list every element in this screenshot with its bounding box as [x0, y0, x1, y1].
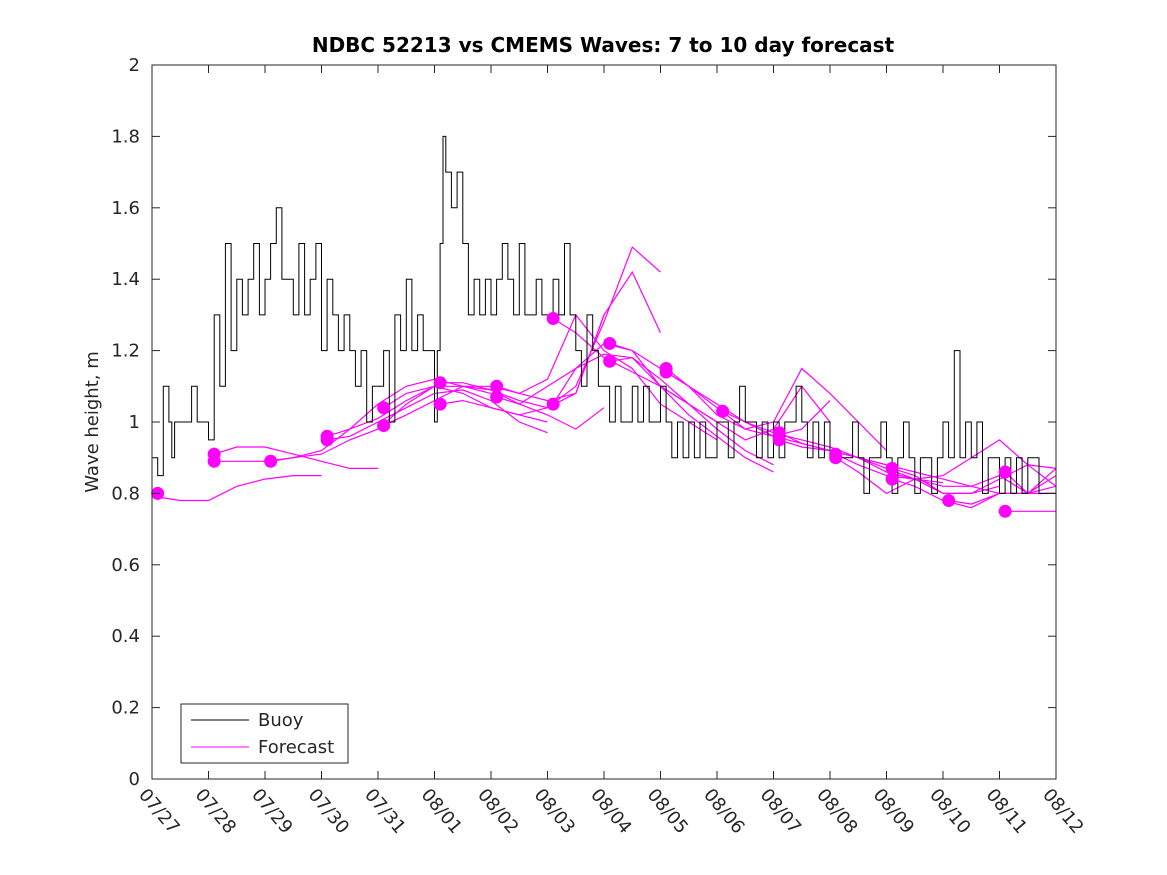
- y-tick-label: 0.6: [111, 555, 140, 576]
- buoy-series-group: [152, 135, 1056, 494]
- forecast-point: [603, 354, 617, 368]
- forecast-point: [603, 336, 617, 350]
- forecast-point: [659, 365, 673, 379]
- forecast-line: [609, 342, 831, 437]
- forecast-point: [546, 397, 560, 411]
- forecast-line: [157, 475, 322, 502]
- forecast-point: [264, 454, 278, 468]
- y-axis-label: Wave height, m: [82, 351, 103, 492]
- forecast-point: [490, 390, 504, 404]
- forecast-point: [207, 454, 221, 468]
- y-tick-label: 1.6: [111, 198, 140, 219]
- forecast-point: [885, 472, 899, 486]
- forecast-point: [377, 419, 391, 433]
- forecast-line: [440, 270, 662, 409]
- forecast-point: [546, 311, 560, 325]
- y-tick-label: 0.8: [111, 483, 140, 504]
- forecast-line: [270, 378, 492, 462]
- forecast-point: [772, 433, 786, 447]
- legend-box: [180, 703, 349, 764]
- y-tick-label: 0: [129, 769, 140, 790]
- y-tick-label: 2: [129, 55, 140, 76]
- forecast-line: [496, 313, 718, 441]
- chart-title: NDBC 52213 vs CMEMS Waves: 7 to 10 day f…: [312, 33, 895, 57]
- forecast-point: [490, 379, 504, 393]
- legend: Buoy Forecast: [180, 703, 349, 764]
- buoy-line: [152, 135, 1056, 494]
- y-tick-label: 1.4: [111, 269, 140, 290]
- plot-area: [151, 135, 1056, 518]
- forecast-point: [433, 397, 447, 411]
- forecast-point: [998, 504, 1012, 518]
- legend-forecast-label: Forecast: [258, 737, 334, 758]
- forecast-point: [885, 461, 899, 475]
- y-tick-label: 1.8: [111, 126, 140, 147]
- y-tick-label: 0.2: [111, 698, 140, 719]
- y-tick-label: 0.4: [111, 626, 140, 647]
- forecast-point: [998, 465, 1012, 479]
- forecast-point: [942, 494, 956, 508]
- y-tick-label: 1: [129, 412, 140, 433]
- forecast-line: [835, 439, 1056, 495]
- forecast-point: [829, 451, 843, 465]
- forecast-point: [320, 433, 334, 447]
- forecast-point: [433, 376, 447, 390]
- forecast-point: [377, 401, 391, 415]
- forecast-line: [835, 453, 1056, 495]
- legend-buoy-label: Buoy: [258, 710, 304, 731]
- forecast-point: [716, 404, 730, 418]
- forecast-markers-group: [151, 311, 1012, 518]
- forecast-line: [214, 446, 378, 469]
- y-tick-label: 1.2: [111, 341, 140, 362]
- forecast-line: [778, 432, 1000, 494]
